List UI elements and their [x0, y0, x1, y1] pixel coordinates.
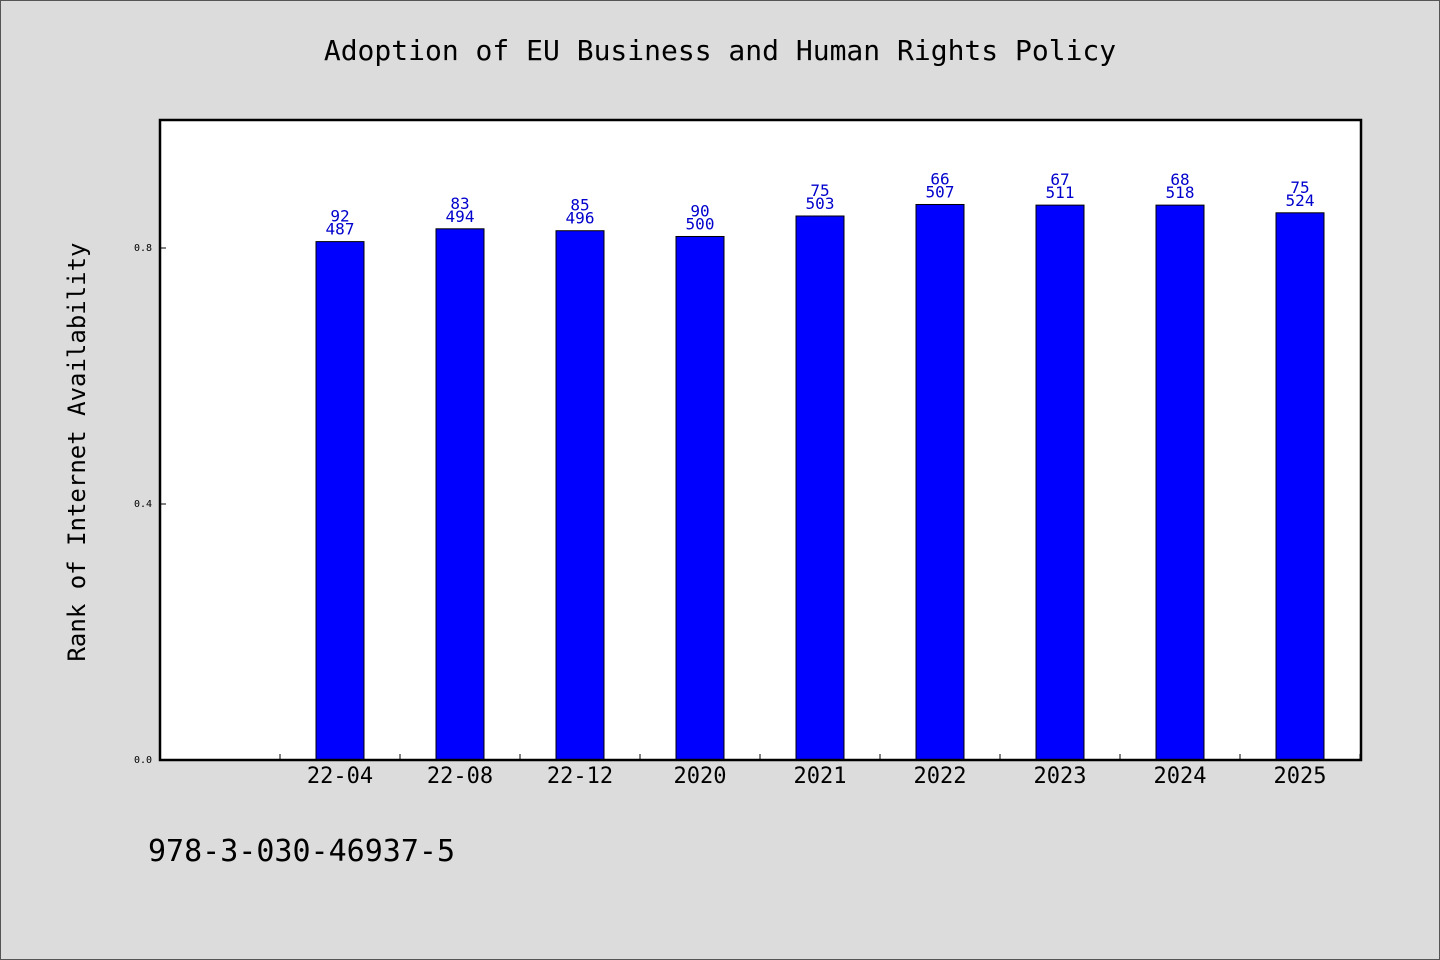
x-tick-label: 22-04	[307, 764, 373, 789]
x-tick-label: 22-12	[547, 764, 613, 789]
bar-label-top: 83	[450, 194, 469, 213]
x-tick-label: 2025	[1274, 764, 1327, 789]
bar	[795, 215, 845, 761]
bar-label-bottom: 524	[1286, 191, 1315, 210]
bar-label-bottom: 496	[566, 209, 595, 228]
bar-label-top: 85	[570, 196, 589, 215]
x-tick-label: 2021	[794, 764, 847, 789]
bar	[675, 235, 725, 761]
bar	[1275, 212, 1325, 761]
bar-label-top: 92	[330, 207, 349, 226]
y-tick-label: 0.8	[134, 243, 152, 254]
x-tick-label: 2024	[1154, 764, 1207, 789]
bar-label-top: 66	[930, 169, 949, 188]
bar-label-top: 75	[1290, 178, 1309, 197]
bar	[555, 230, 605, 761]
y-tick-label: 0.4	[134, 499, 152, 510]
bar	[1035, 204, 1085, 761]
bar	[1155, 204, 1205, 761]
bar-label-top: 90	[690, 201, 709, 220]
bar-label-top: 75	[810, 181, 829, 200]
x-tick-label: 2020	[674, 764, 727, 789]
bar-label-bottom: 503	[806, 194, 835, 213]
bar-label-bottom: 507	[926, 182, 955, 201]
bar-label-top: 68	[1170, 170, 1189, 189]
bar	[435, 228, 485, 761]
bar-label-bottom: 511	[1046, 183, 1075, 202]
chart-title: Adoption of EU Business and Human Rights…	[323, 34, 1117, 67]
plot-border	[158, 118, 1363, 762]
footer-id-text: 978-3-030-46937-5	[148, 834, 456, 869]
x-tick-label: 22-08	[427, 764, 493, 789]
x-tick-label: 2023	[1034, 764, 1087, 789]
bar	[915, 203, 965, 761]
bar-label-bottom: 487	[326, 220, 355, 239]
bar-label-top: 67	[1050, 170, 1069, 189]
bar-label-bottom: 518	[1166, 183, 1195, 202]
bar	[315, 241, 365, 761]
x-tick-label: 2022	[914, 764, 967, 789]
y-tick-label: 0.0	[134, 755, 152, 766]
bar-label-bottom: 494	[446, 207, 475, 226]
bar-label-bottom: 500	[686, 214, 715, 233]
